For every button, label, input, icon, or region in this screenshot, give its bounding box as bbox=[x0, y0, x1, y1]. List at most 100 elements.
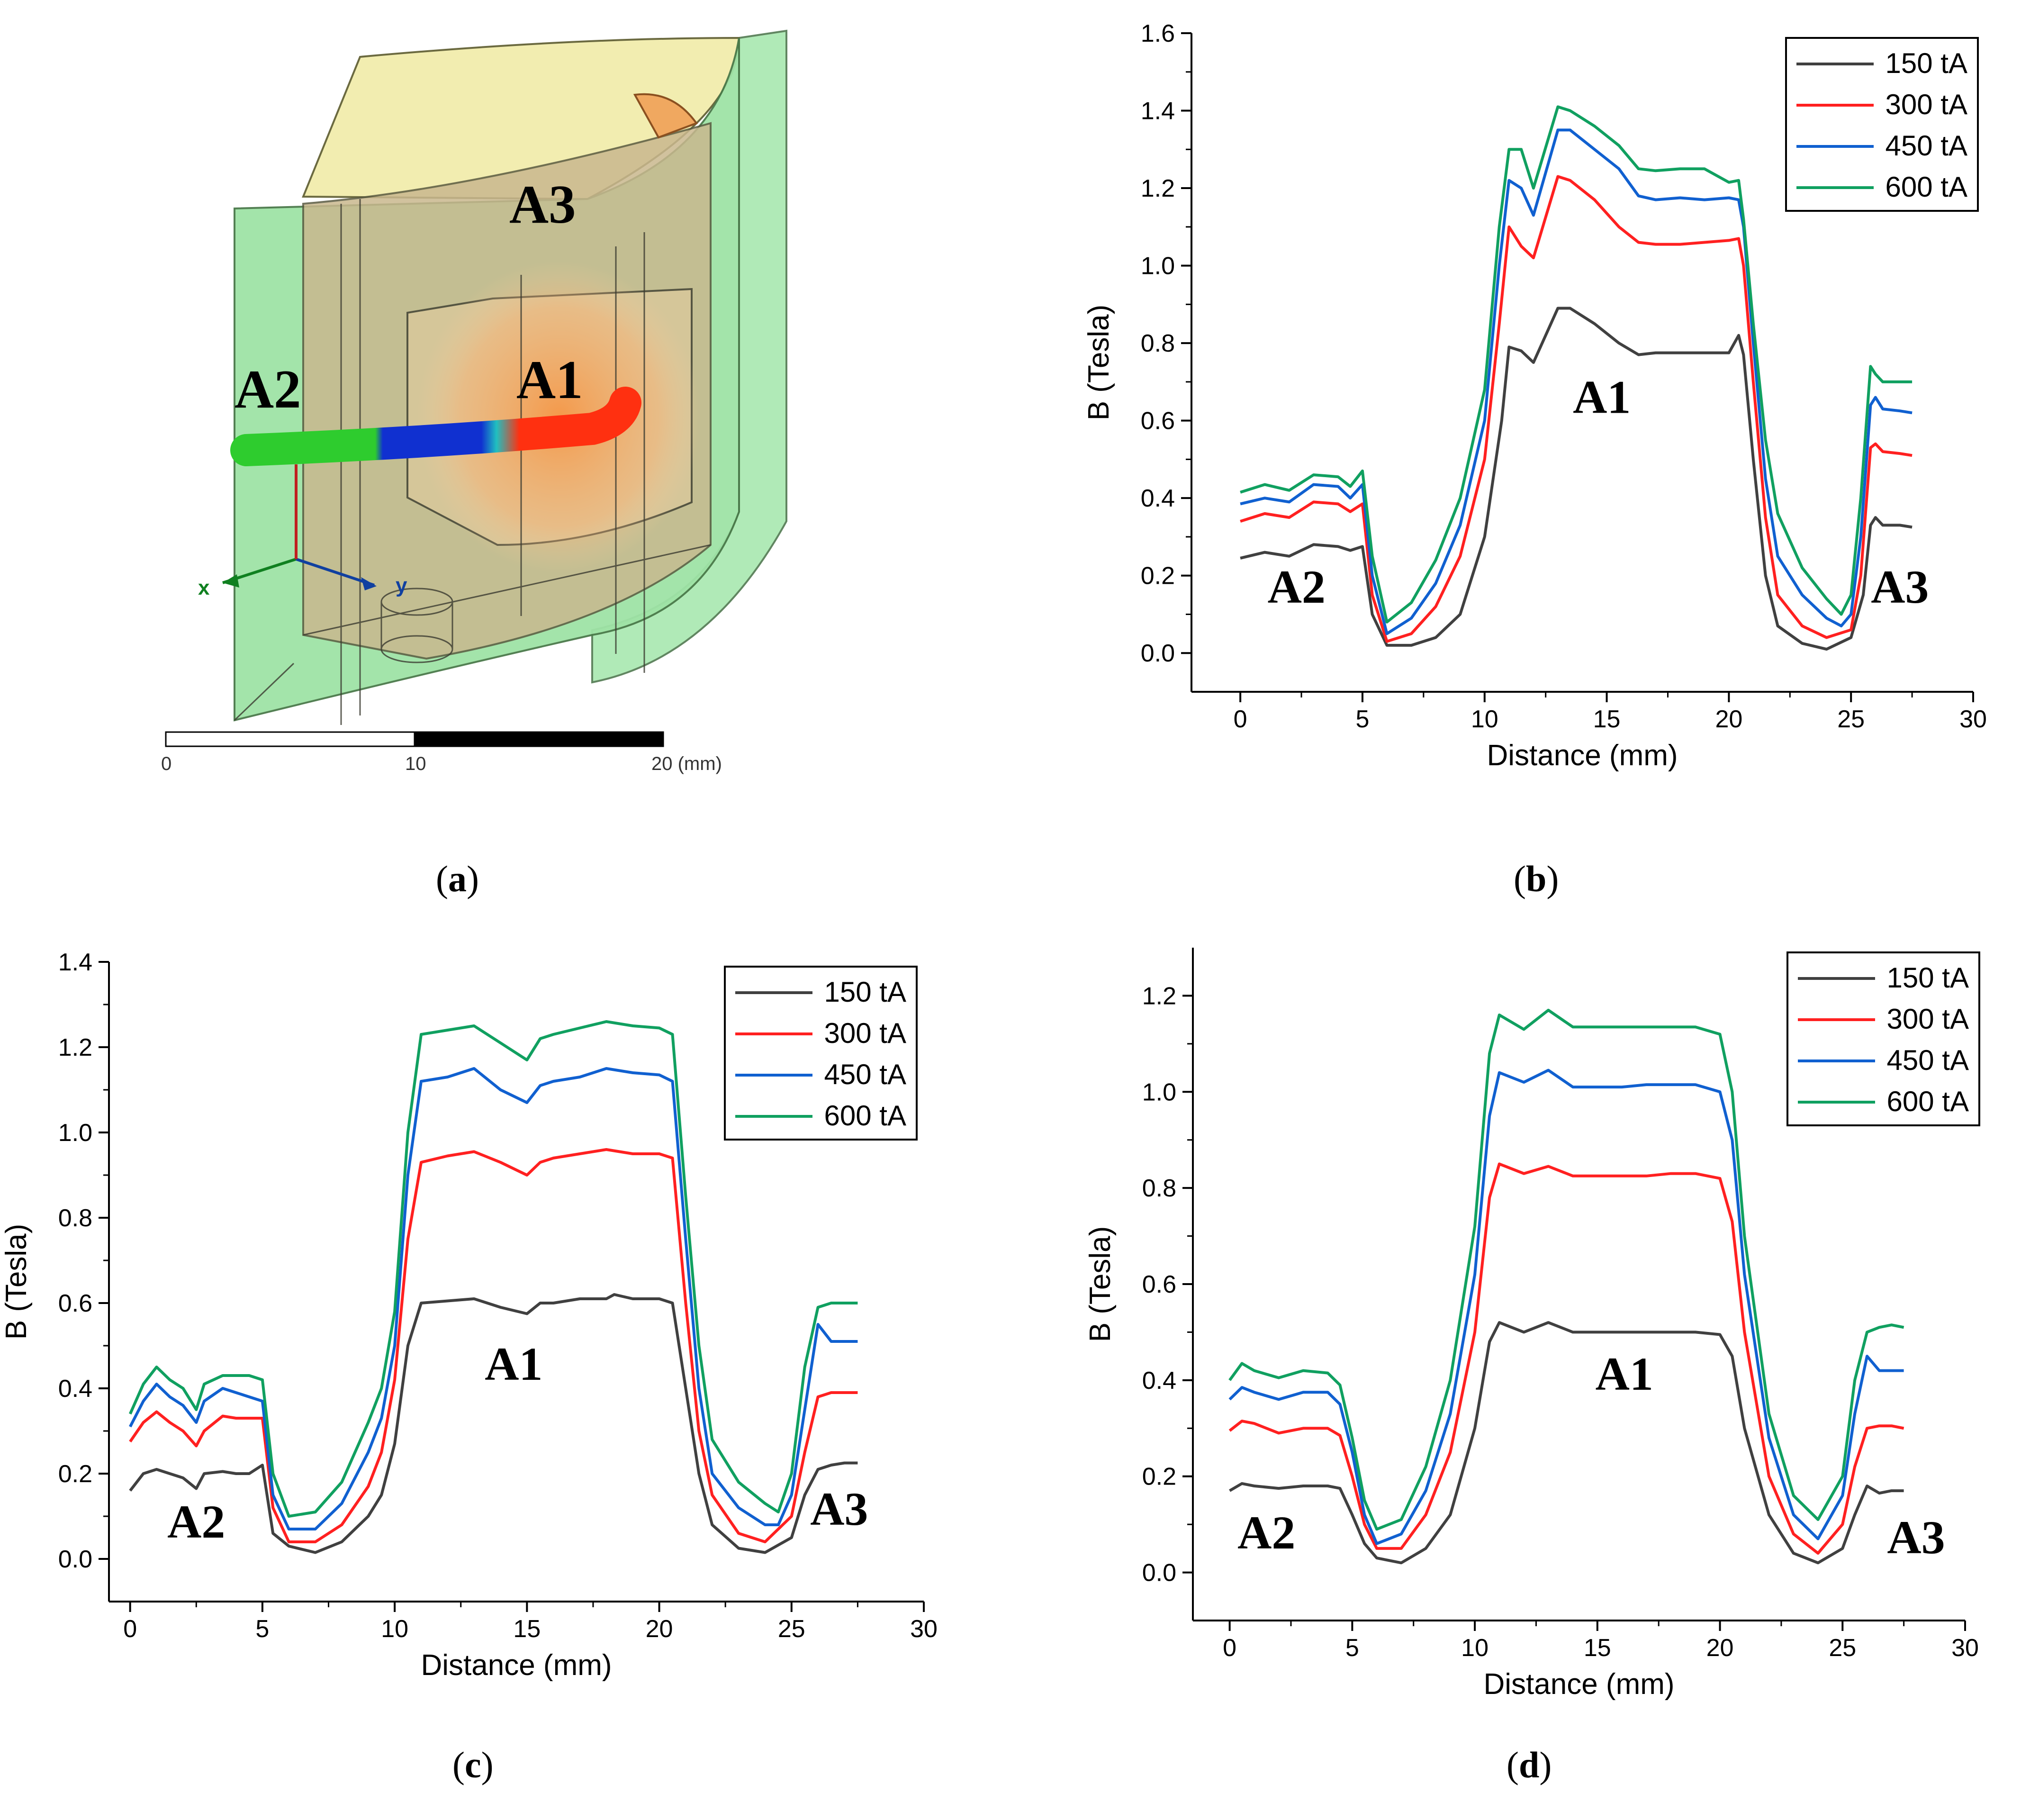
panel-a: x y A3 A2 A1 0 10 20 (mm) bbox=[0, 0, 995, 853]
caption-a-letter: a bbox=[448, 858, 467, 899]
series-line-150-tA bbox=[1229, 1321, 1904, 1565]
x-tick-label: 10 bbox=[1461, 1634, 1489, 1662]
x-tick-label: 25 bbox=[1829, 1634, 1856, 1662]
scale-tick-0: 0 bbox=[161, 753, 171, 774]
series-line-300-tA bbox=[129, 1148, 858, 1543]
caption-c: (c) bbox=[452, 1744, 494, 1785]
x-tick-label: 20 bbox=[646, 1615, 673, 1643]
x-tick-label: 20 bbox=[1715, 706, 1742, 733]
y-tick-label: 1.2 bbox=[1142, 982, 1176, 1010]
chart-d: 0 5 10 15 20 25 30 0.0 0.2 0.4 0.6 0.8 1.0 1.2 Distanc… bbox=[1084, 948, 1980, 1701]
region-label-a1: A1 bbox=[1573, 371, 1631, 423]
series-line-450-tA bbox=[1228, 1068, 1904, 1545]
chart-c: 0 5 10 15 20 25 30 0.0 0.2 0.4 0.6 0.8 1.0 1.2 1.4 Dist… bbox=[0, 949, 938, 1682]
y-axis-label: B (Tesla) bbox=[1083, 305, 1115, 421]
region-label-a1: A1 bbox=[1596, 1348, 1653, 1400]
region-label-a2: A2 bbox=[1237, 1506, 1295, 1559]
x-tick-label: 15 bbox=[1593, 706, 1621, 733]
y-tick-label: 1.2 bbox=[58, 1034, 92, 1061]
y-tick-label: 1.4 bbox=[58, 949, 92, 976]
legend-label: 450 tA bbox=[1886, 130, 1967, 162]
axis-y-label: y bbox=[396, 574, 407, 597]
caption-a: (a) bbox=[436, 858, 479, 899]
caption-b-letter: b bbox=[1525, 858, 1547, 899]
y-tick-label: 0.0 bbox=[1141, 640, 1175, 667]
region-label-a3: A3 bbox=[1887, 1511, 1945, 1564]
x-tick-label: 15 bbox=[1584, 1634, 1611, 1662]
legend-box bbox=[724, 966, 918, 1141]
y-tick-label: 0.8 bbox=[1142, 1175, 1176, 1202]
legend-label: 450 tA bbox=[824, 1059, 906, 1090]
orange-dome bbox=[633, 93, 698, 139]
x-tick-label: 30 bbox=[1959, 706, 1987, 733]
y-tick-label: 0.2 bbox=[58, 1460, 92, 1488]
y-tick-label: 0.6 bbox=[1142, 1271, 1176, 1298]
x-tick-label: 25 bbox=[778, 1615, 805, 1643]
legend-label: 600 tA bbox=[1887, 1086, 1969, 1117]
x-axis-label: Distance (mm) bbox=[421, 1649, 612, 1682]
scale-tick-10: 10 bbox=[405, 753, 426, 774]
x-tick-label: 0 bbox=[1223, 1634, 1236, 1662]
axis-x-label: x bbox=[198, 576, 210, 599]
y-tick-label: 0.0 bbox=[1142, 1559, 1176, 1587]
legend-label: 150 tA bbox=[1886, 47, 1967, 79]
y-axis-label: B (Tesla) bbox=[0, 1224, 33, 1340]
x-tick-label: 0 bbox=[1234, 706, 1247, 733]
y-axis-label: B (Tesla) bbox=[1084, 1226, 1117, 1342]
y-tick-label: 1.4 bbox=[1141, 98, 1175, 125]
series-line-450-tA bbox=[1240, 128, 1913, 635]
x-tick-label: 10 bbox=[1471, 706, 1498, 733]
legend-label: 300 tA bbox=[824, 1017, 906, 1049]
legend-label: 300 tA bbox=[1886, 89, 1967, 120]
y-tick-label: 1.2 bbox=[1141, 175, 1175, 202]
y-tick-label: 0.4 bbox=[58, 1375, 92, 1403]
y-tick-label: 0.8 bbox=[58, 1204, 92, 1232]
x-tick-label: 30 bbox=[910, 1615, 938, 1643]
x-tick-label: 10 bbox=[381, 1615, 408, 1643]
region-label-a3: A3 bbox=[1871, 561, 1929, 613]
series-line-600-tA bbox=[1240, 105, 1913, 624]
x-tick-label: 30 bbox=[1951, 1634, 1979, 1662]
x-tick-label: 5 bbox=[1355, 706, 1369, 733]
y-tick-label: 1.0 bbox=[1142, 1078, 1176, 1106]
y-tick-label: 0.6 bbox=[1141, 407, 1175, 435]
x-tick-label: 20 bbox=[1706, 1634, 1734, 1662]
series-line-450-tA bbox=[129, 1067, 858, 1530]
legend-box bbox=[1786, 951, 1980, 1126]
legend-label: 600 tA bbox=[1886, 171, 1967, 203]
y-tick-label: 1.0 bbox=[1141, 253, 1175, 280]
series-line-300-tA bbox=[1240, 175, 1913, 643]
series-line-150-tA bbox=[129, 1293, 858, 1554]
region-label-a1: A1 bbox=[485, 1338, 542, 1390]
series-line-150-tA bbox=[1240, 307, 1913, 651]
series-line-300-tA bbox=[1228, 1162, 1904, 1555]
y-tick-label: 0.8 bbox=[1141, 330, 1175, 357]
legend-label: 450 tA bbox=[1887, 1044, 1969, 1076]
model-3d-view: x y A3 A2 A1 0 10 20 (mm) bbox=[161, 29, 787, 774]
caption-b: (b) bbox=[1514, 858, 1559, 899]
legend-label: 150 tA bbox=[1887, 962, 1969, 994]
region-label-a2: A2 bbox=[1268, 561, 1326, 613]
label-a2: A2 bbox=[235, 359, 301, 419]
region-label-a2: A2 bbox=[167, 1495, 225, 1548]
y-tick-label: 0.0 bbox=[58, 1546, 92, 1573]
y-tick-label: 1.0 bbox=[58, 1119, 92, 1147]
x-tick-label: 25 bbox=[1837, 706, 1865, 733]
chart-b: 0 5 10 15 20 25 30 0.0 0.2 0.4 0.6 0.8 1.0 1.2 1.4 1.6 D… bbox=[1083, 20, 1987, 772]
region-label-a3: A3 bbox=[810, 1483, 868, 1535]
y-tick-label: 0.2 bbox=[1141, 562, 1175, 590]
axis-triad bbox=[222, 464, 377, 590]
y-tick-label: 0.4 bbox=[1142, 1367, 1176, 1394]
legend-label: 150 tA bbox=[824, 976, 906, 1008]
x-axis-label: Distance (mm) bbox=[1487, 739, 1678, 772]
x-axis-label: Distance (mm) bbox=[1483, 1668, 1674, 1701]
legend-label: 600 tA bbox=[824, 1100, 906, 1132]
scale-tick-20: 20 (mm) bbox=[651, 753, 722, 774]
label-a1: A1 bbox=[516, 350, 583, 410]
label-a3: A3 bbox=[509, 174, 576, 235]
legend-box bbox=[1785, 37, 1979, 212]
caption-d-letter: d bbox=[1518, 1744, 1540, 1785]
y-tick-label: 0.4 bbox=[1141, 485, 1175, 512]
legend-label: 300 tA bbox=[1887, 1003, 1969, 1035]
series-line-600-tA bbox=[1228, 1008, 1904, 1531]
